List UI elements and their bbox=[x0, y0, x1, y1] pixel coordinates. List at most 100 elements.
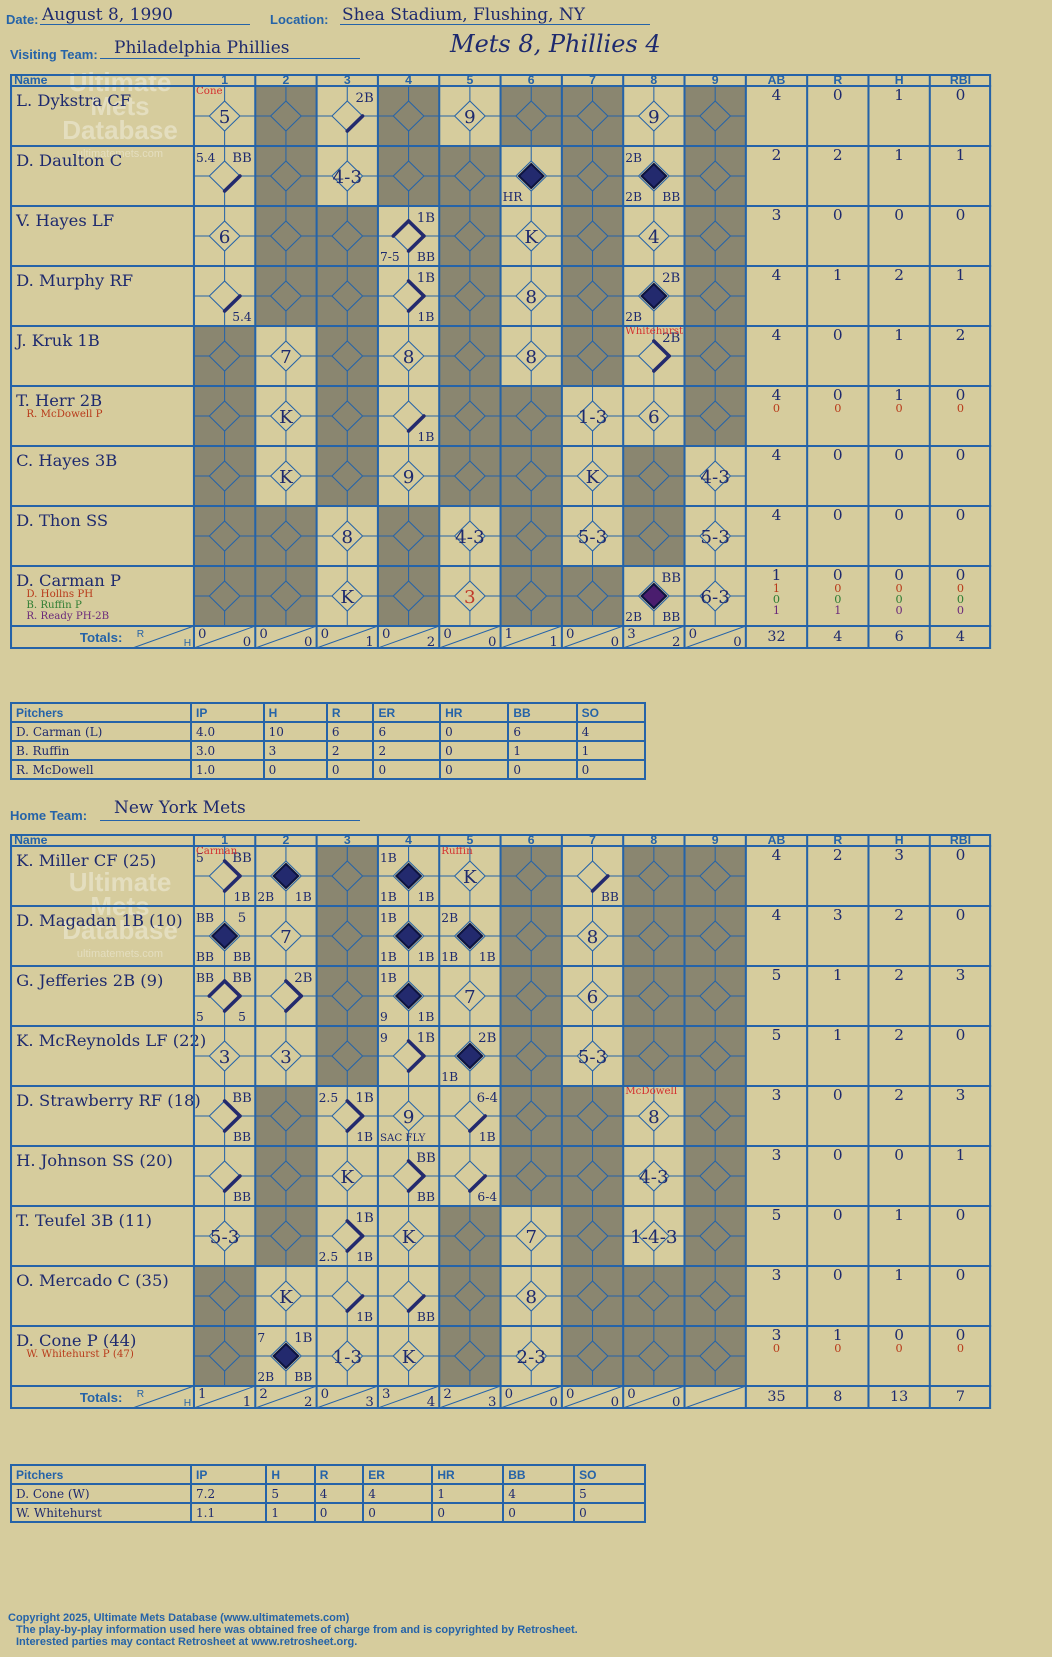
retrosheet-credit: The play-by-play information used here w… bbox=[16, 1624, 578, 1636]
basepath-line bbox=[222, 1174, 242, 1193]
play-result: 8 bbox=[403, 347, 415, 368]
base-diamond bbox=[269, 100, 302, 132]
pitcher-stat: 0 bbox=[313, 1502, 365, 1523]
team-total: 32 bbox=[767, 629, 785, 645]
batter-stat: 3 bbox=[956, 1086, 966, 1104]
pitcher-stat: D. Cone (W) bbox=[10, 1483, 192, 1504]
base-diamond bbox=[576, 1100, 609, 1132]
at-bat-cell: 9 bbox=[439, 86, 501, 146]
team-total: 8 bbox=[833, 1389, 842, 1405]
play-result: K bbox=[463, 867, 477, 888]
inning-runs: 1 bbox=[198, 1387, 206, 1402]
at-bat-cell bbox=[193, 1266, 256, 1326]
batter-stat: 1 bbox=[894, 1206, 904, 1224]
at-bat-cell bbox=[623, 446, 685, 506]
base-diamond bbox=[392, 400, 425, 432]
batter-stat: 0 bbox=[956, 86, 966, 104]
at-bat-cell bbox=[316, 1026, 378, 1086]
base-diamond bbox=[515, 860, 548, 892]
at-bat-cell: 5 BB BB BB bbox=[193, 906, 256, 966]
pitcher-stat: 10 bbox=[262, 721, 328, 742]
base-diamond bbox=[208, 580, 241, 612]
at-bat-cell: 5-3 bbox=[193, 1206, 256, 1266]
totals-label: Totals: bbox=[80, 1390, 123, 1405]
base-diamond bbox=[453, 400, 486, 432]
at-bat-cell: 6-3 bbox=[684, 566, 746, 626]
basepath-line bbox=[406, 234, 426, 253]
batter-stat: 0 bbox=[956, 506, 966, 524]
batter-stat: 0 bbox=[957, 582, 964, 595]
base-diamond bbox=[699, 340, 732, 372]
run-scored-diamond bbox=[394, 922, 423, 950]
at-bat-cell: 2B bbox=[316, 86, 378, 146]
play-note: 2B bbox=[356, 91, 374, 106]
basepath-line bbox=[406, 219, 426, 238]
play-note: 9 bbox=[380, 1010, 388, 1024]
base-diamond bbox=[331, 1160, 364, 1192]
base-diamond bbox=[208, 920, 241, 952]
batter-stat: 0 bbox=[956, 906, 966, 924]
base-diamond bbox=[699, 580, 732, 612]
base-diamond bbox=[392, 980, 425, 1012]
at-bat-cell: 6 bbox=[193, 206, 256, 266]
base-diamond bbox=[392, 1100, 425, 1132]
batter-name: D. Strawberry RF (18) bbox=[16, 1091, 201, 1110]
at-bat-cell: 9 bbox=[623, 86, 685, 146]
pitcher-stat: 2 bbox=[372, 740, 442, 761]
visiting-team-name: Philadelphia Phillies bbox=[114, 38, 290, 58]
at-bat-cell: 8 bbox=[316, 506, 378, 566]
base-diamond bbox=[331, 980, 364, 1012]
at-bat-cell bbox=[316, 966, 378, 1026]
batter-stat: 0 bbox=[834, 593, 841, 606]
inning-runs: 3 bbox=[627, 627, 635, 642]
play-note: BB bbox=[662, 190, 680, 204]
base-diamond bbox=[637, 920, 670, 952]
at-bat-cell bbox=[561, 1146, 624, 1206]
play-note: 5 bbox=[196, 851, 204, 865]
play-result: 9 bbox=[464, 107, 476, 128]
play-note: BB bbox=[232, 851, 252, 866]
at-bat-cell bbox=[623, 906, 685, 966]
play-note: 2B bbox=[625, 610, 642, 624]
basepath-line bbox=[652, 354, 671, 373]
batter-stat: 1 bbox=[833, 966, 843, 984]
base-diamond bbox=[208, 1220, 241, 1252]
batter-stat: 1 bbox=[894, 386, 904, 404]
play-note: 1B bbox=[417, 1031, 435, 1046]
pitcher-stat: D. Carman (L) bbox=[10, 721, 192, 742]
at-bat-cell: BB 2B BB bbox=[623, 566, 685, 626]
base-diamond bbox=[269, 220, 302, 252]
pitcher-stat: 6 bbox=[325, 721, 375, 742]
base-diamond bbox=[637, 1220, 670, 1252]
pitcher-stat: 5 bbox=[265, 1483, 316, 1504]
inning-runs: 0 bbox=[382, 627, 390, 642]
play-note: 1B bbox=[380, 971, 397, 985]
batter-stat: 1 bbox=[834, 604, 841, 617]
play-note: 1B bbox=[418, 430, 435, 444]
base-diamond bbox=[269, 1280, 302, 1312]
basepath-line bbox=[222, 174, 242, 193]
at-bat-cell: 1B 1B 1B bbox=[377, 846, 440, 906]
pitcher-stat: 0 bbox=[372, 759, 442, 780]
at-bat-cell: 8 bbox=[500, 1266, 562, 1326]
pitcher-stat: 1 bbox=[265, 1502, 316, 1523]
play-note: BB bbox=[233, 950, 251, 964]
pitcher-stat: 1.0 bbox=[190, 759, 265, 780]
at-bat-cell: 5.4 bbox=[193, 266, 256, 326]
base-diamond bbox=[453, 860, 486, 892]
base-diamond bbox=[392, 580, 425, 612]
home-batter-row: O. Mercado C (35) 3 0 1 0 K 1B BB 8 bbox=[16, 1266, 965, 1326]
base-diamond bbox=[515, 160, 548, 192]
batter-name: D. Cone P (44) bbox=[16, 1331, 136, 1350]
basepath-line bbox=[406, 294, 426, 313]
game-date: August 8, 1990 bbox=[42, 5, 173, 25]
run-scored-diamond bbox=[272, 862, 300, 890]
base-diamond bbox=[576, 1160, 609, 1192]
base-diamond bbox=[637, 400, 670, 432]
base-diamond bbox=[269, 860, 302, 892]
home-column-header: 9 bbox=[712, 834, 719, 847]
base-diamond bbox=[208, 1160, 241, 1192]
play-result: 8 bbox=[525, 1287, 537, 1308]
base-diamond bbox=[576, 1280, 609, 1312]
